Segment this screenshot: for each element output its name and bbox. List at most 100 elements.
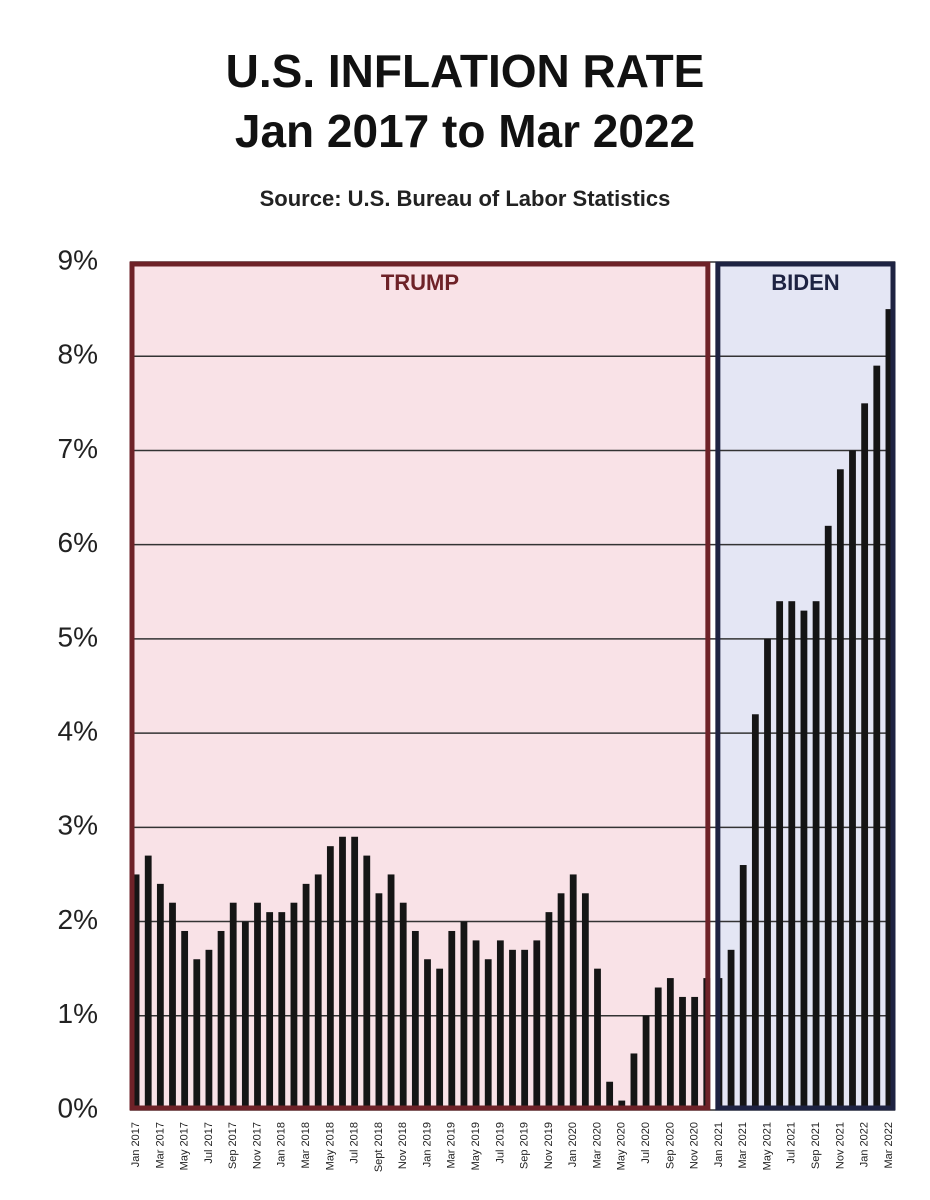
- bar: [229, 902, 237, 1110]
- bar: [691, 996, 699, 1110]
- bar: [132, 874, 140, 1110]
- bar: [618, 1100, 626, 1110]
- x-tick-label: Jul 2021: [786, 1122, 798, 1164]
- region-label: TRUMP: [381, 270, 459, 295]
- bar: [666, 978, 674, 1110]
- bar: [496, 940, 504, 1110]
- bar: [764, 638, 771, 1110]
- y-tick-label: 7%: [58, 433, 98, 464]
- bar: [436, 968, 444, 1110]
- x-tick-label: Mar 2017: [154, 1122, 166, 1168]
- x-tick-label: Jan 2021: [713, 1122, 725, 1167]
- bar: [545, 912, 553, 1110]
- x-tick-label: May 2021: [761, 1122, 773, 1170]
- x-tick-label: Nov 2017: [251, 1122, 263, 1169]
- x-tick-label: Jan 2019: [421, 1122, 433, 1167]
- bar: [509, 949, 516, 1110]
- bar: [873, 365, 881, 1111]
- x-tick-label: May 2019: [470, 1122, 482, 1170]
- bar: [387, 874, 395, 1110]
- x-tick-label: Sep 2021: [810, 1122, 822, 1169]
- bar: [606, 1081, 614, 1110]
- bar: [885, 309, 893, 1111]
- y-tick-label: 6%: [58, 527, 98, 558]
- x-tick-label: Nov 2021: [834, 1122, 846, 1169]
- x-tick-label: Sep 2020: [664, 1122, 676, 1169]
- y-tick-label: 2%: [58, 904, 98, 935]
- bar: [812, 601, 820, 1110]
- bar: [788, 601, 796, 1110]
- bar: [824, 525, 832, 1110]
- bar: [642, 1015, 650, 1110]
- bar: [339, 836, 346, 1110]
- bar: [654, 987, 662, 1110]
- x-tick-label: Jul 2019: [494, 1122, 506, 1164]
- chart-title: U.S. INFLATION RATE: [226, 45, 705, 97]
- y-tick-label: 8%: [58, 339, 98, 370]
- x-tick-label: Mar 2021: [737, 1122, 749, 1168]
- x-tick-label: Nov 2019: [543, 1122, 555, 1169]
- bar: [411, 930, 419, 1110]
- bar: [776, 601, 784, 1110]
- bar: [448, 930, 456, 1110]
- bar: [399, 902, 407, 1110]
- bar: [302, 883, 310, 1110]
- region-label: BIDEN: [771, 270, 839, 295]
- y-tick-label: 1%: [58, 998, 98, 1029]
- x-tick-label: Jan 2022: [859, 1122, 871, 1167]
- x-tick-label: Mar 2019: [446, 1122, 458, 1168]
- chart-source: Source: U.S. Bureau of Labor Statistics: [260, 186, 671, 211]
- x-tick-label: May 2020: [616, 1122, 628, 1170]
- bar: [169, 902, 176, 1110]
- x-tick-label: Nov 2020: [689, 1122, 701, 1169]
- bar: [314, 874, 322, 1110]
- y-tick-label: 0%: [58, 1092, 98, 1123]
- bar: [375, 893, 383, 1110]
- bar: [533, 940, 541, 1110]
- x-tick-label: Sep 2017: [227, 1122, 239, 1169]
- bar: [290, 902, 298, 1110]
- bar: [144, 855, 152, 1110]
- bar: [836, 469, 844, 1110]
- bar: [484, 959, 492, 1110]
- bar: [266, 912, 274, 1110]
- x-tick-label: Jul 2020: [640, 1122, 652, 1164]
- x-tick-label: Mar 2018: [300, 1122, 312, 1168]
- bar: [849, 450, 856, 1110]
- x-tick-label: Mar 2020: [591, 1122, 603, 1168]
- bar: [156, 883, 164, 1110]
- bar: [472, 940, 480, 1110]
- bar: [460, 921, 468, 1110]
- x-tick-label: Sept 2018: [373, 1122, 385, 1172]
- region-frame: [129, 261, 711, 1111]
- bar: [630, 1053, 638, 1110]
- bar: [581, 893, 589, 1110]
- bar: [739, 865, 747, 1110]
- bar: [326, 846, 334, 1110]
- x-tick-label: Sep 2019: [519, 1122, 531, 1169]
- bar: [193, 959, 201, 1110]
- y-tick-label: 5%: [58, 621, 98, 652]
- y-tick-label: 3%: [58, 810, 98, 841]
- y-tick-label: 4%: [58, 716, 98, 747]
- bar: [254, 902, 261, 1110]
- bar: [241, 921, 249, 1110]
- x-tick-label: Jul 2017: [203, 1122, 215, 1164]
- x-tick-label: Jul 2018: [349, 1122, 361, 1164]
- x-tick-label: May 2017: [179, 1122, 191, 1170]
- region-fill: [130, 262, 710, 1110]
- bar: [679, 996, 686, 1110]
- bar: [424, 959, 431, 1110]
- bar: [363, 855, 371, 1110]
- bar: [594, 968, 601, 1110]
- bar: [278, 912, 286, 1110]
- bar: [217, 930, 225, 1110]
- region-frame: [715, 261, 896, 1111]
- bar: [861, 403, 869, 1110]
- x-tick-label: Jan 2017: [130, 1122, 142, 1167]
- bar: [351, 836, 359, 1110]
- x-tick-label: Mar 2022: [883, 1122, 895, 1168]
- chart-subtitle: Jan 2017 to Mar 2022: [235, 105, 695, 157]
- bar: [569, 874, 577, 1110]
- bar: [181, 930, 189, 1110]
